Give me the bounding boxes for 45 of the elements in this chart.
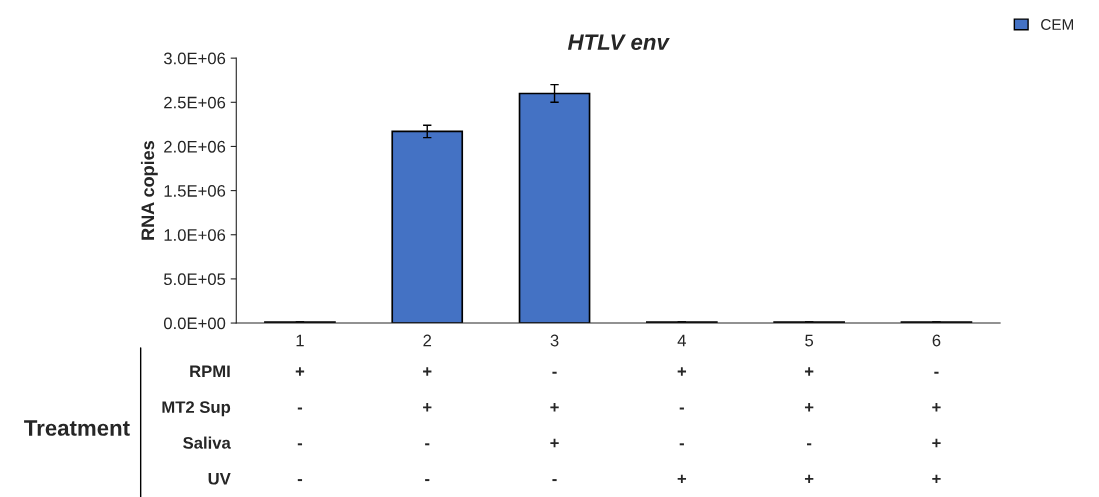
text: - xyxy=(297,479,303,482)
text: + xyxy=(677,474,687,484)
text: + xyxy=(550,403,559,412)
text: - xyxy=(425,479,430,482)
text: + xyxy=(423,403,432,412)
y-tick-label: 2.5E+06 xyxy=(164,96,226,109)
y-axis-title: RNA copies xyxy=(140,141,158,240)
text: Saliva xyxy=(183,436,231,449)
x-tick-label: 6 xyxy=(932,334,941,347)
text: + xyxy=(804,474,814,484)
text: Treatment xyxy=(24,420,130,436)
y-tick-label: 1.5E+06 xyxy=(164,185,226,197)
text: MT2 Sup xyxy=(162,401,231,417)
chart-title: HTLV env xyxy=(567,34,670,51)
x-tick-label: 2 xyxy=(423,334,432,347)
x-tick-label: 4 xyxy=(677,334,686,347)
text: + xyxy=(804,403,814,412)
x-tick-label: 3 xyxy=(550,334,559,347)
text: - xyxy=(425,443,430,446)
x-tick-label: 5 xyxy=(805,334,814,347)
y-tick-label: 3.0E+06 xyxy=(163,52,226,65)
y-tick-label: 1.0E+06 xyxy=(164,229,226,241)
text: + xyxy=(550,438,559,448)
text: - xyxy=(807,443,812,446)
text: + xyxy=(932,403,941,412)
text: + xyxy=(804,367,814,376)
text: - xyxy=(934,371,939,374)
text: - xyxy=(297,443,303,446)
text: + xyxy=(932,474,941,484)
y-tick-label: 5.0E+05 xyxy=(163,273,226,286)
legend-label: CEM xyxy=(1041,19,1074,30)
y-tick-label: 0.0E+00 xyxy=(163,317,226,330)
text: + xyxy=(295,367,305,376)
text: + xyxy=(423,367,432,376)
text: - xyxy=(297,407,303,410)
text: UV xyxy=(208,472,231,485)
text: + xyxy=(677,367,687,376)
text: + xyxy=(932,438,941,448)
text: - xyxy=(679,407,684,410)
text: - xyxy=(679,443,684,446)
text: - xyxy=(552,371,557,374)
y-tick-label: 2.0E+06 xyxy=(164,140,226,153)
text: - xyxy=(552,479,557,482)
text: RPMI xyxy=(190,365,230,378)
x-tick-label: 1 xyxy=(296,334,304,347)
